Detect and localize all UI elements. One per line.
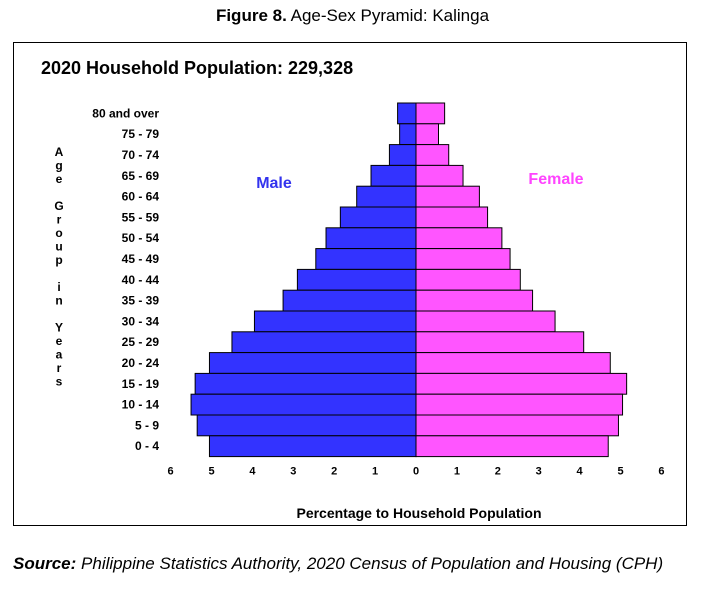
x-axis-title: Percentage to Household Population: [296, 505, 541, 521]
bar-female-7: [415, 248, 511, 270]
category-label-11: 25 - 29: [122, 335, 160, 349]
bar-female-11: [415, 331, 585, 354]
category-label-1: 75 - 79: [122, 127, 160, 141]
bar-female-8: [415, 268, 521, 291]
category-label-16: 0 - 4: [135, 439, 159, 453]
bar-male-2: [388, 144, 417, 166]
source-note: Source: Philippine Statistics Authority,…: [13, 552, 693, 575]
y-title-letter-11: e: [56, 334, 63, 348]
category-label-4: 60 - 64: [122, 190, 160, 204]
bar-male-12: [208, 352, 417, 374]
bar-male-9: [282, 289, 417, 312]
source-text: Philippine Statistics Authority, 2020 Ce…: [81, 554, 664, 573]
x-tick-4: 2: [331, 466, 337, 478]
category-label-12: 20 - 24: [122, 356, 160, 370]
y-title-letter-6: u: [55, 240, 62, 254]
category-label-8: 40 - 44: [122, 273, 160, 287]
category-label-5: 55 - 59: [122, 210, 160, 224]
category-label-6: 50 - 54: [122, 231, 160, 245]
bar-female-14: [415, 393, 624, 416]
y-title-letter-8: i: [57, 280, 60, 294]
bar-male-16: [208, 435, 417, 458]
y-title-letter-9: n: [55, 294, 62, 308]
bar-male-8: [296, 268, 417, 291]
y-title-letter-2: e: [56, 172, 63, 186]
bar-female-2: [415, 144, 450, 166]
bar-female-10: [415, 310, 556, 333]
category-label-2: 70 - 74: [122, 148, 160, 162]
legend-female: Female: [528, 171, 583, 188]
category-label-14: 10 - 14: [122, 398, 160, 412]
x-tick-10: 4: [577, 466, 584, 478]
population-pyramid-chart: 2020 Household Population: 229,328 Male …: [41, 58, 665, 521]
x-tick-1: 5: [208, 466, 214, 478]
bar-male-1: [399, 123, 417, 146]
category-label-13: 15 - 19: [122, 377, 160, 391]
bar-female-4: [415, 185, 480, 208]
category-label-7: 45 - 49: [122, 252, 160, 266]
y-title-letter-1: g: [55, 159, 62, 173]
bars-group: [190, 102, 628, 458]
category-labels: 80 and over 75 - 79 70 - 74 65 - 69 60 - 64 5…: [92, 106, 159, 453]
bar-male-14: [190, 393, 417, 416]
bar-female-0: [415, 102, 446, 125]
y-title-letter-10: Y: [55, 321, 63, 335]
bar-male-3: [370, 164, 417, 187]
y-title-letter-0: A: [55, 145, 64, 159]
x-tick-12: 6: [658, 466, 664, 478]
bar-female-3: [415, 164, 464, 187]
bar-male-11: [231, 331, 417, 354]
figure-caption: Figure 8. Age-Sex Pyramid: Kalinga: [0, 6, 705, 26]
y-title-letter-3: G: [54, 199, 63, 213]
x-tick-0: 6: [168, 466, 174, 478]
category-label-9: 35 - 39: [122, 294, 160, 308]
bar-female-13: [415, 372, 628, 395]
bar-male-5: [339, 206, 417, 229]
bar-female-16: [415, 435, 609, 458]
y-title-letter-13: r: [57, 361, 62, 375]
category-label-3: 65 - 69: [122, 169, 160, 183]
y-title-letter-7: p: [55, 253, 62, 267]
bar-male-7: [315, 248, 417, 270]
category-label-15: 5 - 9: [135, 418, 159, 432]
x-tick-9: 3: [536, 466, 542, 478]
category-label-0: 80 and over: [92, 106, 159, 120]
x-tick-6: 0: [413, 466, 419, 478]
y-title-letter-12: a: [56, 348, 63, 362]
bar-male-0: [397, 102, 417, 125]
category-label-10: 30 - 34: [122, 314, 160, 328]
chart-title: 2020 Household Population: 229,328: [41, 58, 353, 78]
bar-female-12: [415, 352, 611, 374]
bar-female-15: [415, 414, 619, 437]
y-title-letter-5: o: [55, 226, 62, 240]
y-title-letter-4: r: [57, 213, 62, 227]
bar-male-15: [196, 414, 417, 437]
x-tick-2: 4: [249, 466, 256, 478]
figure-title: Age-Sex Pyramid: Kalinga: [290, 6, 490, 25]
y-title-letter-14: s: [56, 375, 63, 389]
bar-female-6: [415, 227, 503, 250]
bar-female-9: [415, 289, 534, 312]
source-label: Source:: [13, 554, 77, 573]
bar-male-13: [194, 372, 417, 395]
bar-male-6: [325, 227, 417, 250]
x-tick-11: 5: [617, 466, 623, 478]
bar-male-4: [356, 185, 417, 208]
bar-female-1: [415, 123, 439, 146]
x-tick-3: 3: [290, 466, 296, 478]
x-tick-labels: 6 5 4 3 2 1 0 1 2 3 4 5 6: [168, 466, 665, 478]
bar-female-5: [415, 206, 489, 229]
chart-frame: 2020 Household Population: 229,328 Male …: [13, 42, 687, 526]
bar-male-10: [253, 310, 417, 333]
x-tick-7: 1: [454, 466, 460, 478]
x-tick-8: 2: [495, 466, 501, 478]
legend-male: Male: [256, 175, 292, 192]
figure-number: Figure 8.: [215, 6, 287, 25]
x-tick-5: 1: [372, 466, 378, 478]
